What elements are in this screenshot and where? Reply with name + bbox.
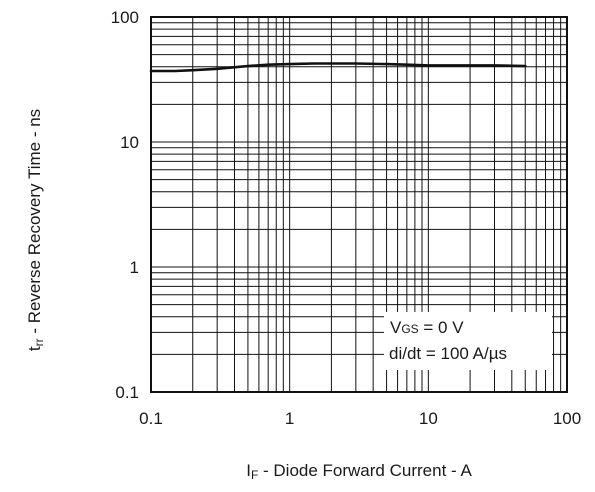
x-axis-title-subscript: F xyxy=(251,468,258,482)
y-axis-title-symbol: t xyxy=(25,346,44,351)
y-axis-title-text: - Reverse Recovery Time - ns xyxy=(25,109,44,339)
x-axis-title: IF - Diode Forward Current - A xyxy=(246,461,472,482)
x-tick-labels: 0.1 1 10 100 xyxy=(139,409,581,428)
y-axis-title-subscript: rr xyxy=(32,338,46,346)
x-tick-label: 10 xyxy=(419,409,438,428)
series-line xyxy=(149,62,527,73)
y-axis-title: trr - Reverse Recovery Time - ns xyxy=(25,109,46,351)
y-tick-label: 1 xyxy=(130,258,139,277)
annotation-line-didt: di/dt = 100 A/µs xyxy=(389,344,507,363)
y-tick-label: 10 xyxy=(120,133,139,152)
y-tick-label: 100 xyxy=(111,8,139,27)
annotation-line-vgs: VGS = 0 V xyxy=(390,318,464,337)
x-axis-title-symbol: I xyxy=(246,461,251,480)
plot-frame xyxy=(150,16,568,393)
annotation-background xyxy=(384,312,552,370)
annotation-vgs-subscript: GS xyxy=(401,322,418,336)
y-tick-label: 0.1 xyxy=(115,383,139,402)
annotation-box: VGS = 0 V di/dt = 100 A/µs xyxy=(384,312,552,370)
y-tick-labels: 0.1 1 10 100 xyxy=(111,8,139,402)
x-tick-label: 1 xyxy=(285,409,294,428)
annotation-vgs-symbol: V xyxy=(390,318,402,337)
x-tick-label: 100 xyxy=(553,409,581,428)
x-axis-title-text: - Diode Forward Current - A xyxy=(258,461,472,480)
x-tick-label: 0.1 xyxy=(139,409,163,428)
annotation-vgs-value: = 0 V xyxy=(419,318,465,337)
series-layer xyxy=(149,62,527,73)
